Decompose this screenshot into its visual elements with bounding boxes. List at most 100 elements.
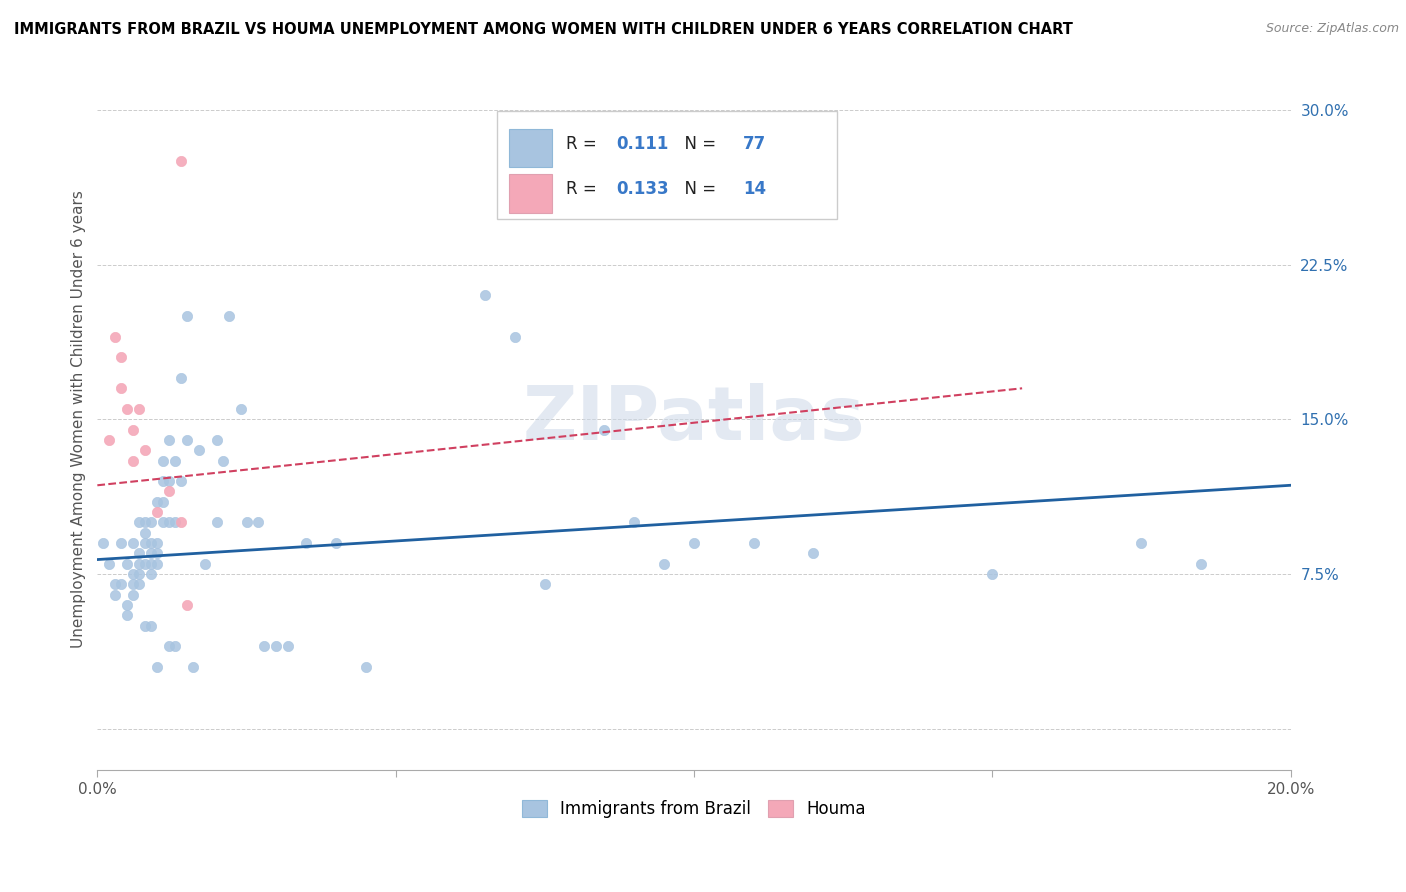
Point [295,536,318,550]
Text: N =: N = [673,180,721,198]
Point [176,598,198,612]
FancyBboxPatch shape [509,175,553,213]
Point [152,516,174,530]
Point [157,639,180,653]
Point [170,154,193,169]
Point [181,660,204,674]
Point [139,618,162,632]
Point [134,516,156,530]
Point [110,536,132,550]
Point [146,557,169,571]
Point [139,557,162,571]
Point [110,351,132,365]
Point [122,577,145,591]
Point [170,474,193,488]
Point [146,505,169,519]
Point [139,546,162,560]
Text: Source: ZipAtlas.com: Source: ZipAtlas.com [1265,22,1399,36]
Point [593,423,616,437]
Point [146,546,169,560]
Point [742,536,765,550]
Point [152,495,174,509]
Point [110,381,132,395]
FancyBboxPatch shape [498,111,837,219]
Point [170,516,193,530]
Point [152,474,174,488]
Text: N =: N = [673,135,721,153]
Point [157,474,180,488]
Point [247,516,270,530]
Point [981,566,1004,581]
Point [354,660,377,674]
Point [163,453,186,467]
Point [474,288,496,302]
Point [146,536,169,550]
Point [122,566,145,581]
Point [104,330,127,344]
Point [134,557,156,571]
Point [325,536,347,550]
Point [128,557,150,571]
Point [176,309,198,323]
Text: 14: 14 [742,180,766,198]
Point [122,536,145,550]
Point [128,401,150,416]
Point [91,536,114,550]
Point [146,660,169,674]
Point [128,566,150,581]
Text: 0.111: 0.111 [616,135,669,153]
Point [163,516,186,530]
Point [218,309,240,323]
Point [683,536,706,550]
Text: 0.133: 0.133 [616,180,669,198]
Point [98,433,121,447]
Text: R =: R = [567,135,602,153]
Point [115,401,138,416]
Text: ZIPatlas: ZIPatlas [523,383,865,456]
Point [229,401,252,416]
Point [134,525,156,540]
Point [503,330,526,344]
FancyBboxPatch shape [509,128,553,168]
Point [110,577,132,591]
Point [128,577,150,591]
Y-axis label: Unemployment Among Women with Children Under 6 years: Unemployment Among Women with Children U… [72,190,86,648]
Point [115,598,138,612]
Point [194,557,217,571]
Point [115,557,138,571]
Point [122,423,145,437]
Point [128,516,150,530]
Point [134,443,156,458]
Text: 77: 77 [742,135,766,153]
Point [533,577,555,591]
Legend: Immigrants from Brazil, Houma: Immigrants from Brazil, Houma [516,793,873,825]
Point [152,453,174,467]
Point [122,588,145,602]
Point [176,433,198,447]
Point [205,516,228,530]
Point [122,453,145,467]
Text: IMMIGRANTS FROM BRAZIL VS HOUMA UNEMPLOYMENT AMONG WOMEN WITH CHILDREN UNDER 6 Y: IMMIGRANTS FROM BRAZIL VS HOUMA UNEMPLOY… [14,22,1073,37]
Point [1130,536,1153,550]
Point [139,566,162,581]
Point [205,433,228,447]
Point [170,371,193,385]
Point [115,608,138,623]
Point [801,546,824,560]
Point [157,484,180,499]
Point [134,536,156,550]
Point [266,639,288,653]
Point [157,433,180,447]
Point [277,639,299,653]
Point [157,516,180,530]
Point [104,588,127,602]
Point [134,618,156,632]
Point [652,557,675,571]
Point [104,577,127,591]
Point [146,495,169,509]
Point [187,443,209,458]
Point [98,557,121,571]
Point [253,639,276,653]
Point [1189,557,1212,571]
Point [623,516,645,530]
